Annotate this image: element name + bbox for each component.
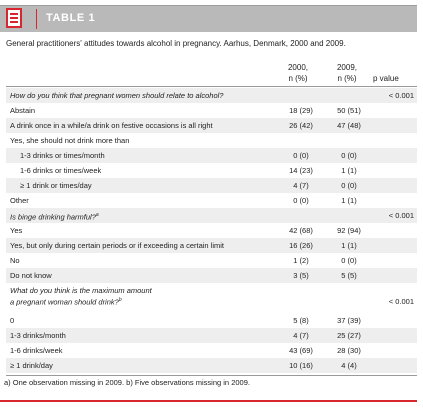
row-label: Yes, she should not drink more than [10, 136, 130, 145]
p-value: < 0.001 [388, 297, 414, 306]
row-label: A drink once in a while/a drink on festi… [10, 121, 213, 130]
table-header-bar: TABLE 1 [0, 5, 417, 32]
question-row: What do you think is the maximum amount a… [6, 283, 417, 311]
column-header-2009-year: 2009, [336, 63, 358, 72]
table-row: ≥ 1 drink/day 10 (16) 4 (4) [6, 358, 417, 373]
table-row: A drink once in a while/a drink on festi… [6, 118, 417, 133]
column-header-2000-unit: n (%) [288, 74, 308, 83]
value-2009: 5 (5) [341, 271, 357, 280]
table-row: 0 5 (8) 37 (39) [6, 313, 417, 328]
table-bottom-bar [0, 400, 417, 402]
p-value: < 0.001 [388, 91, 414, 100]
row-label: Is binge drinking harmful?a [10, 212, 99, 222]
value-2000: 4 (7) [293, 181, 309, 190]
row-label: 1-3 drinks/month [10, 331, 66, 340]
value-2000: 43 (69) [289, 346, 313, 355]
row-label: ≥ 1 drink/day [10, 361, 53, 370]
table-row: Do not know 3 (5) 5 (5) [6, 268, 417, 283]
row-label: Yes [10, 226, 23, 235]
table-label: TABLE 1 [46, 12, 96, 24]
row-label: How do you think that pregnant women sho… [10, 91, 224, 100]
table-row: Other 0 (0) 1 (1) [6, 193, 417, 208]
column-header-2000: 2000, n (%) [281, 62, 315, 84]
value-2000: 0 (0) [293, 196, 309, 205]
header-rule [6, 86, 417, 87]
row-label: Other [10, 196, 29, 205]
question-text: a pregnant woman should drink? [10, 297, 119, 307]
table-row: Yes, but only during certain periods or … [6, 238, 417, 253]
table-row: Yes, she should not drink more than [6, 133, 417, 148]
column-header-2009: 2009, n (%) [330, 62, 364, 84]
value-2000: 42 (68) [289, 226, 313, 235]
value-2000: 0 (0) [293, 151, 309, 160]
value-2000: 14 (23) [289, 166, 313, 175]
row-label: ≥ 1 drink or times/day [20, 181, 92, 190]
row-label: 0 [10, 316, 15, 325]
table-row: 1-6 drinks or times/week 14 (23) 1 (1) [6, 163, 417, 178]
header-divider [36, 9, 37, 29]
table-icon [6, 8, 22, 28]
row-label: 1-6 drinks or times/week [20, 166, 102, 175]
column-header-2009-unit: n (%) [337, 74, 357, 83]
table-row: ≥ 1 drink or times/day 4 (7) 0 (0) [6, 178, 417, 193]
table-row: 1-3 drinks or times/month 0 (0) 0 (0) [6, 148, 417, 163]
value-2000: 3 (5) [293, 271, 309, 280]
question-text: What do you think is the maximum amount [10, 286, 152, 295]
value-2000: 4 (7) [293, 331, 309, 340]
value-2009: 0 (0) [341, 151, 357, 160]
row-label: No [10, 256, 20, 265]
value-2009: 0 (0) [341, 256, 357, 265]
question-row: How do you think that pregnant women sho… [6, 88, 417, 103]
column-header-p-value: p value [373, 74, 399, 83]
value-2000: 16 (26) [289, 241, 313, 250]
question-label-line-1: What do you think is the maximum amount [10, 285, 152, 296]
value-2000: 26 (42) [289, 121, 313, 130]
row-label: 1-3 drinks or times/month [20, 151, 105, 160]
value-2000: 5 (8) [293, 316, 309, 325]
table-row: No 1 (2) 0 (0) [6, 253, 417, 268]
table-footnote: a) One observation missing in 2009. b) F… [4, 378, 250, 387]
question-row: Is binge drinking harmful?a < 0.001 [6, 208, 417, 223]
value-2009: 1 (1) [341, 196, 357, 205]
table-row: 1-6 drinks/week 43 (69) 28 (30) [6, 343, 417, 358]
row-label: Abstain [10, 106, 36, 115]
value-2009: 28 (30) [337, 346, 361, 355]
value-2000: 10 (16) [289, 361, 313, 370]
table-row: Yes 42 (68) 92 (94) [6, 223, 417, 238]
row-label: Yes, but only during certain periods or … [10, 241, 225, 250]
value-2009: 0 (0) [341, 181, 357, 190]
footer-rule [6, 375, 417, 376]
value-2000: 1 (2) [293, 256, 309, 265]
value-2009: 47 (48) [337, 121, 361, 130]
p-value: < 0.001 [388, 211, 414, 220]
question-label-line-2: a pregnant woman should drink?b [10, 295, 122, 308]
table-row: Abstain 18 (29) 50 (51) [6, 103, 417, 118]
table-row: 1-3 drinks/month 4 (7) 25 (27) [6, 328, 417, 343]
value-2009: 92 (94) [337, 226, 361, 235]
value-2009: 1 (1) [341, 241, 357, 250]
value-2009: 4 (4) [341, 361, 357, 370]
value-2009: 25 (27) [337, 331, 361, 340]
value-2009: 1 (1) [341, 166, 357, 175]
table-caption: General practitioners' attitudes towards… [6, 39, 346, 48]
row-label: Do not know [10, 271, 52, 280]
footnote-marker: b [118, 297, 122, 303]
value-2000: 18 (29) [289, 106, 313, 115]
footnote-marker: a [95, 212, 99, 218]
row-label: 1-6 drinks/week [10, 346, 63, 355]
value-2009: 37 (39) [337, 316, 361, 325]
column-header-2000-year: 2000, [287, 63, 309, 72]
value-2009: 50 (51) [337, 106, 361, 115]
